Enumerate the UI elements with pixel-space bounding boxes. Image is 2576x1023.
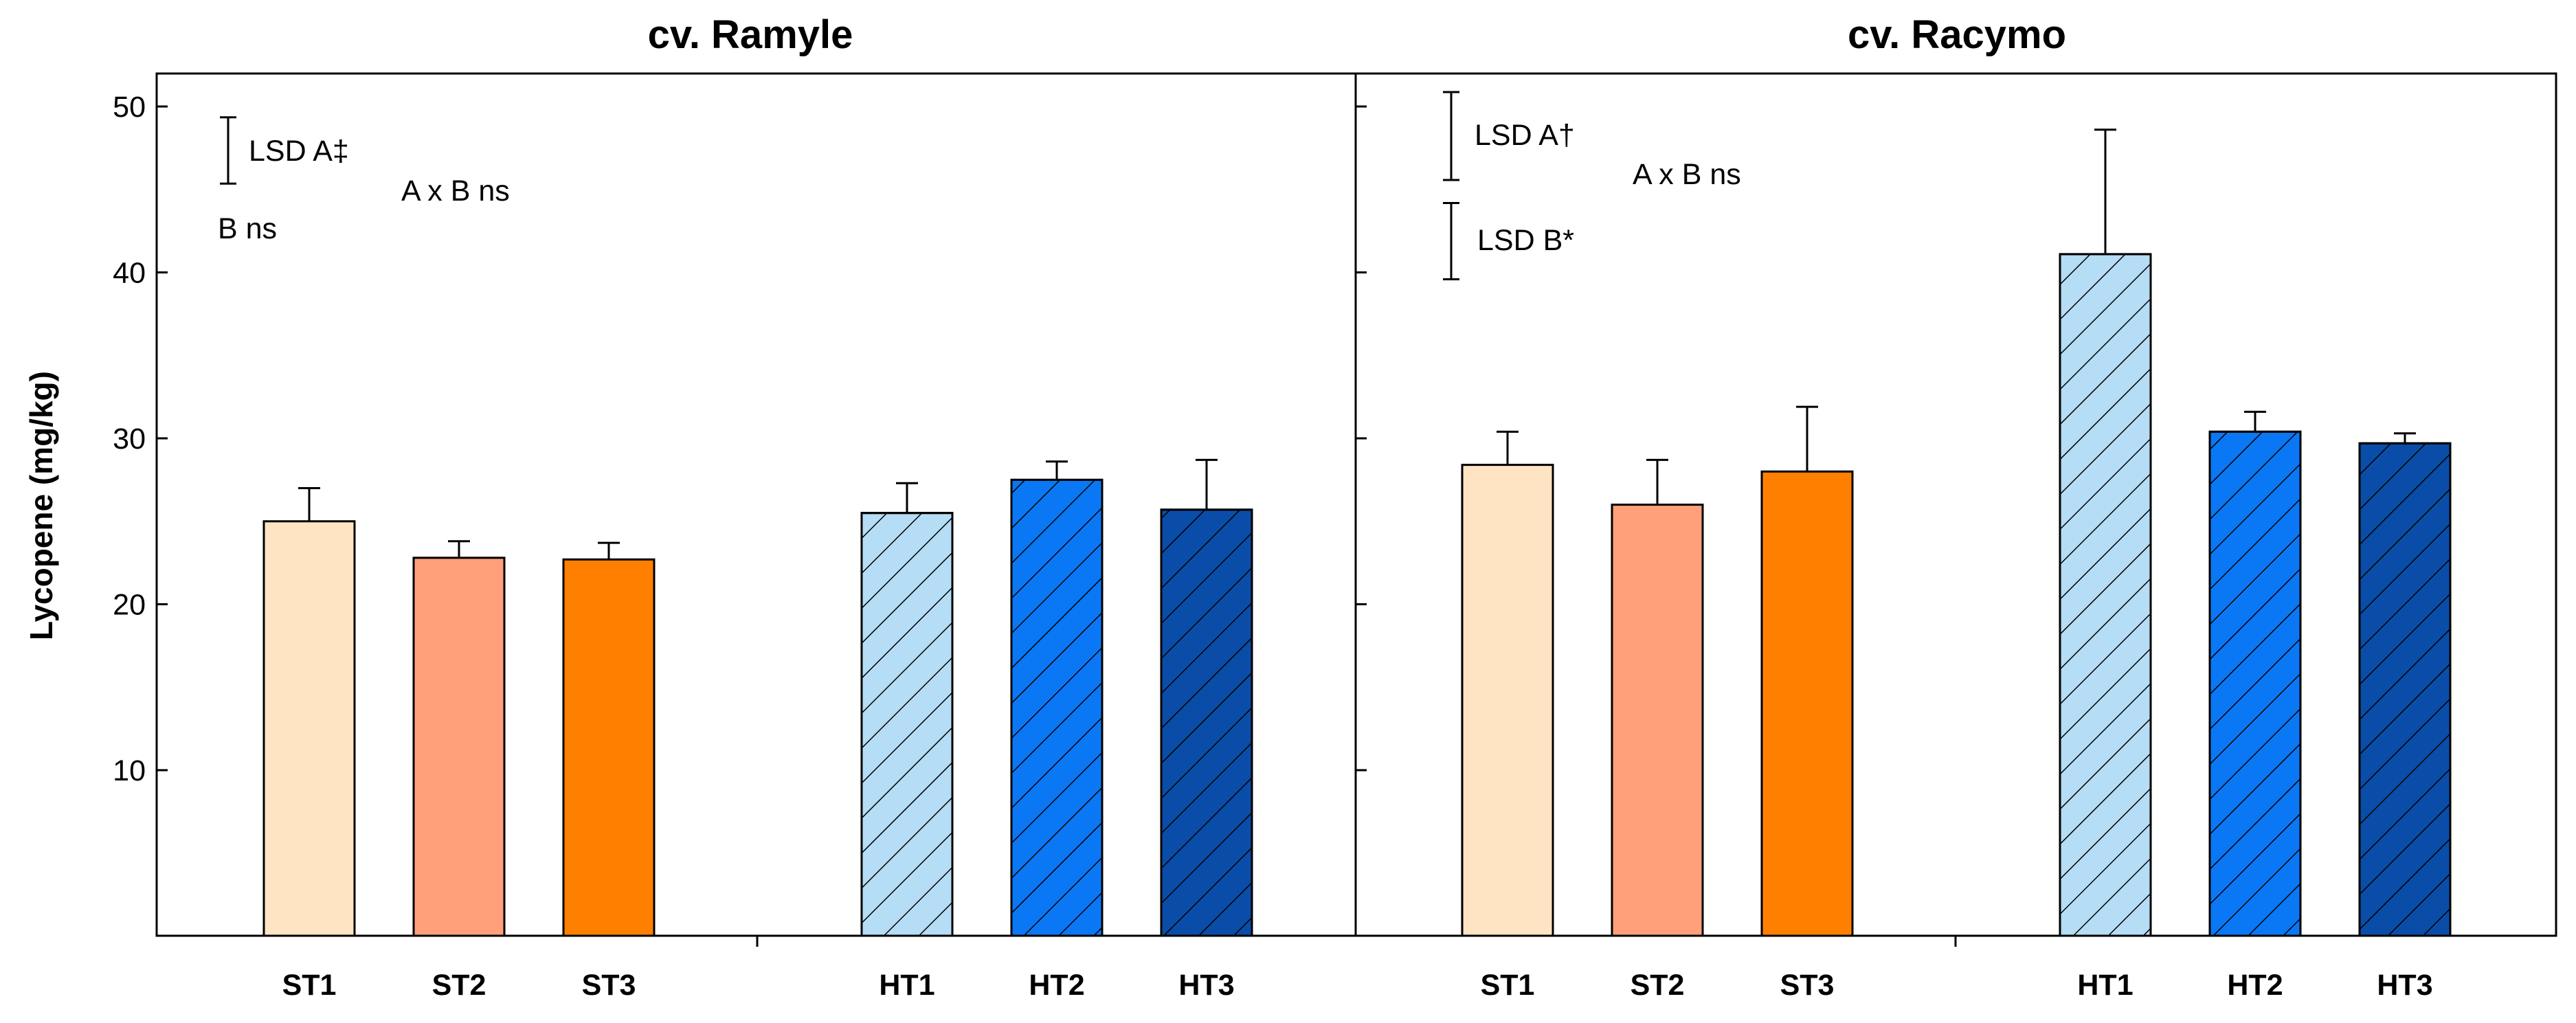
racymo-bar-hatch-ht3	[2358, 442, 2452, 937]
y-tick-label-10: 10	[113, 754, 146, 787]
y-tick-label-20: 20	[113, 589, 146, 622]
ramyle-bar-st3	[562, 558, 656, 937]
racymo-bar-hatch-ht2	[2208, 430, 2302, 937]
ramyle-bar-hatch-ht3	[1160, 508, 1253, 937]
ramyle-bar-st1	[262, 520, 356, 937]
y-tick-label-30: 30	[113, 423, 146, 456]
racymo-category-label-ht3: HT3	[2377, 969, 2432, 1002]
y-tick-label-40: 40	[113, 257, 146, 290]
racymo-axb-label: A x B ns	[1633, 158, 1741, 191]
racymo-bar-hatch-ht1	[2059, 253, 2152, 937]
racymo-lsd-b-label: LSD B*	[1477, 224, 1574, 257]
ramyle-category-label-st2: ST2	[432, 969, 486, 1002]
panel-title-ramyle: cv. Ramyle	[648, 12, 853, 57]
racymo-bar-st2	[1611, 504, 1704, 937]
y-axis-label: Lycopene (mg/kg)	[23, 371, 59, 640]
y-axis: 10 20 30 40 50	[113, 91, 1367, 787]
racymo-category-label-st3: ST3	[1780, 969, 1835, 1002]
racymo-bar-st3	[1760, 470, 1854, 937]
ramyle-bar-hatch-ht1	[860, 512, 954, 937]
ramyle-category-label-st1: ST1	[282, 969, 337, 1002]
racymo-category-label-ht2: HT2	[2227, 969, 2283, 1002]
panel-title-racymo: cv. Racymo	[1848, 12, 2066, 57]
ramyle-axb-label: A x B ns	[401, 175, 510, 207]
ramyle-category-label-ht2: HT2	[1029, 969, 1084, 1002]
ramyle-bar-st2	[412, 557, 506, 937]
ramyle-category-label-ht1: HT1	[879, 969, 934, 1002]
y-tick-label-50: 50	[113, 91, 146, 124]
racymo-category-label-st2: ST2	[1631, 969, 1685, 1002]
ramyle-b-ns-label: B ns	[218, 212, 277, 245]
ramyle-category-label-st3: ST3	[582, 969, 636, 1002]
racymo-category-label-ht1: HT1	[2077, 969, 2133, 1002]
panel-racymo: ST1 ST2 ST3 HT1 HT2 HT3	[1461, 128, 2452, 1002]
ramyle-lsd-a-label: LSD A‡	[249, 135, 349, 168]
ramyle-bar-hatch-ht2	[1010, 478, 1104, 937]
ramyle-category-label-ht3: HT3	[1178, 969, 1234, 1002]
panel-ramyle: ST1 ST2 ST3 HT1 HT2 HT3	[262, 458, 1253, 1002]
racymo-category-label-st1: ST1	[1481, 969, 1535, 1002]
racymo-lsd-a-label: LSD A†	[1475, 119, 1575, 152]
racymo-bar-st1	[1461, 464, 1554, 937]
